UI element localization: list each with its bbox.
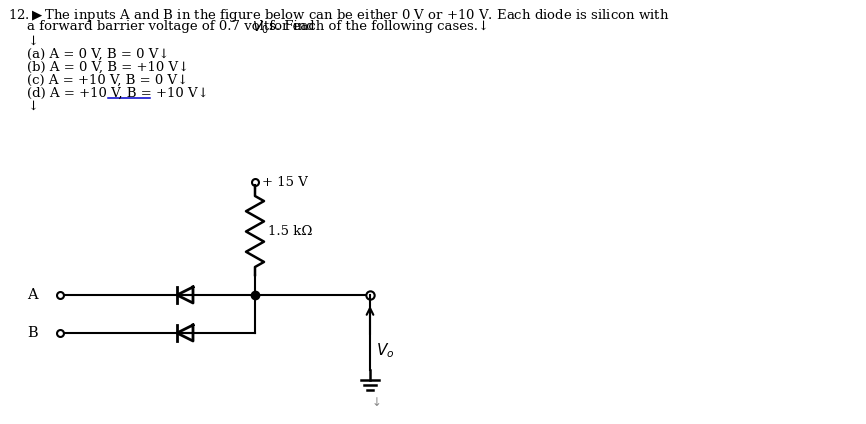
- Text: B: B: [27, 326, 37, 340]
- Text: $V_0$: $V_0$: [252, 20, 269, 36]
- Text: $V_o$: $V_o$: [376, 341, 394, 360]
- Text: (c) A = +10 V, B = 0 V↓: (c) A = +10 V, B = 0 V↓: [27, 74, 188, 87]
- Text: (d) A = +10 V, B = +10 V↓: (d) A = +10 V, B = +10 V↓: [27, 87, 209, 100]
- Text: 1.5 kΩ: 1.5 kΩ: [268, 225, 313, 238]
- Text: a forward barrier voltage of 0.7 volts. Find: a forward barrier voltage of 0.7 volts. …: [27, 20, 319, 33]
- Text: ↓: ↓: [27, 100, 38, 113]
- Text: (a) A = 0 V, B = 0 V↓: (a) A = 0 V, B = 0 V↓: [27, 48, 170, 61]
- Text: (b) A = 0 V, B = +10 V↓: (b) A = 0 V, B = +10 V↓: [27, 61, 190, 74]
- Text: for each of the following cases.↓: for each of the following cases.↓: [265, 20, 489, 33]
- Text: A: A: [27, 288, 37, 302]
- Text: + 15 V: + 15 V: [262, 176, 308, 189]
- Text: ↓: ↓: [27, 35, 38, 48]
- Text: 12.$\blacktriangleright$The inputs A and B in the figure below can be either 0 V: 12.$\blacktriangleright$The inputs A and…: [8, 7, 669, 24]
- Text: ↓: ↓: [372, 396, 382, 409]
